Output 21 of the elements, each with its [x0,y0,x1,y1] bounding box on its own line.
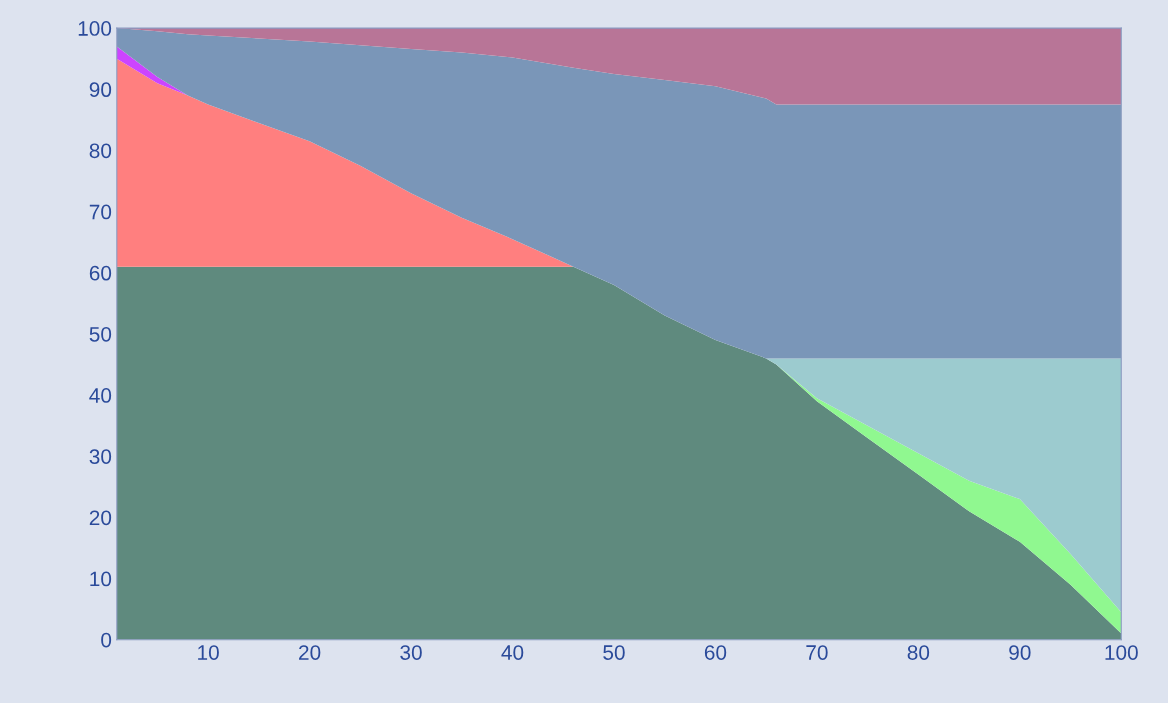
x-tick-label: 20 [299,645,321,660]
x-tick-label: 90 [1009,645,1031,660]
y-tick-label: 0 [101,632,112,648]
x-tick-label: 40 [501,645,524,660]
y-tick-label: 70 [89,204,112,220]
x-tick-label: 60 [704,645,727,660]
y-tick-label: 90 [89,82,112,98]
y-tick-label: 30 [89,449,112,464]
y-tick-label: 60 [89,265,112,281]
y-tick-label: 100 [78,21,112,36]
y-tick-label: 10 [90,571,112,587]
x-tick-label: 50 [603,645,625,660]
x-tick-label: 30 [400,645,422,660]
y-tick-label: 50 [89,326,112,342]
y-tick-label: 80 [89,143,112,159]
x-tick-label: 80 [907,645,930,660]
y-tick-label: 40 [89,388,112,403]
x-tick-label: 100 [1105,645,1138,660]
x-tick-label: 70 [806,645,828,660]
y-tick-label: 20 [89,510,112,526]
x-tick-label: 10 [198,645,219,660]
